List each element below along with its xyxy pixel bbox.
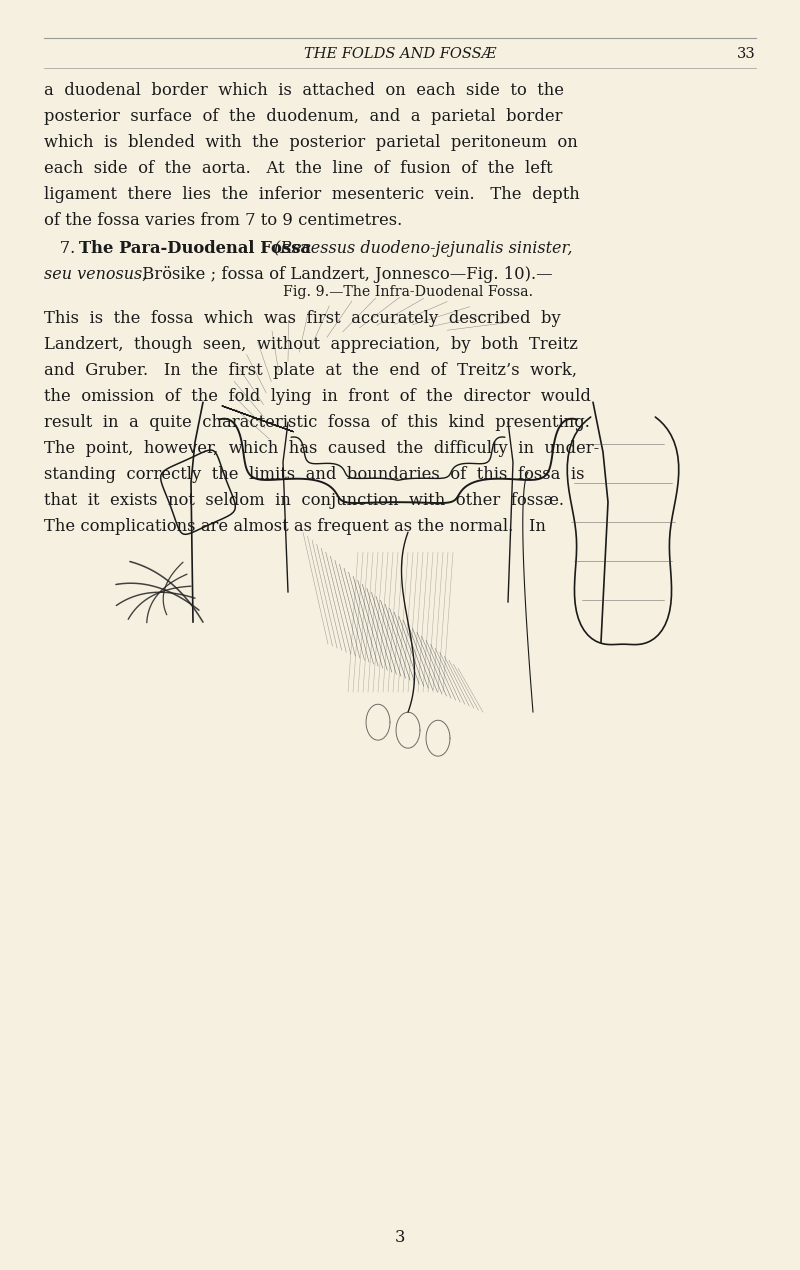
Text: and  Gruber.   In  the  first  plate  at  the  end  of  Treitz’s  work,: and Gruber. In the first plate at the en… [44,362,577,380]
Text: 33: 33 [738,47,756,61]
Text: The Para-Duodenal Fossa: The Para-Duodenal Fossa [79,240,317,257]
Text: This  is  the  fossa  which  was  first  accurately  described  by: This is the fossa which was first accura… [44,310,561,328]
Text: seu venosus,: seu venosus, [44,265,147,283]
Text: which  is  blended  with  the  posterior  parietal  peritoneum  on: which is blended with the posterior pari… [44,135,578,151]
Text: the  omission  of  the  fold  lying  in  front  of  the  director  would: the omission of the fold lying in front … [44,389,591,405]
Text: each  side  of  the  aorta.   At  the  line  of  fusion  of  the  left: each side of the aorta. At the line of f… [44,160,553,177]
Text: that  it  exists  not  seldom  in  conjunction  with  other  fossæ.: that it exists not seldom in conjunction… [44,493,564,509]
Text: THE FOLDS AND FOSSÆ: THE FOLDS AND FOSSÆ [304,47,496,61]
Text: (Recessus duodeno-jejunalis sinister,: (Recessus duodeno-jejunalis sinister, [274,240,573,257]
Text: Landzert,  though  seen,  without  appreciation,  by  both  Treitz: Landzert, though seen, without appreciat… [44,337,578,353]
Text: ligament  there  lies  the  inferior  mesenteric  vein.   The  depth: ligament there lies the inferior mesente… [44,185,580,203]
Text: The  point,  however,  which  has  caused  the  difficulty  in  under-: The point, however, which has caused the… [44,441,599,457]
Text: The complications are almost as frequent as the normal.   In: The complications are almost as frequent… [44,518,546,535]
Text: Brösike ; fossa of Landzert, Jonnesco—Fig. 10).—: Brösike ; fossa of Landzert, Jonnesco—Fi… [137,265,553,283]
Text: a  duodenal  border  which  is  attached  on  each  side  to  the: a duodenal border which is attached on e… [44,83,564,99]
Text: 7.: 7. [44,240,81,257]
Text: result  in  a  quite  characteristic  fossa  of  this  kind  presenting.: result in a quite characteristic fossa o… [44,414,590,431]
Text: posterior  surface  of  the  duodenum,  and  a  parietal  border: posterior surface of the duodenum, and a… [44,108,562,124]
Text: 3: 3 [395,1229,405,1246]
Text: Fig. 9.—The Infra-Duodenal Fossa.: Fig. 9.—The Infra-Duodenal Fossa. [283,286,533,300]
Text: of the fossa varies from 7 to 9 centimetres.: of the fossa varies from 7 to 9 centimet… [44,212,402,229]
Text: standing  correctly  the  limits  and  boundaries  of  this  fossa  is: standing correctly the limits and bounda… [44,466,585,483]
